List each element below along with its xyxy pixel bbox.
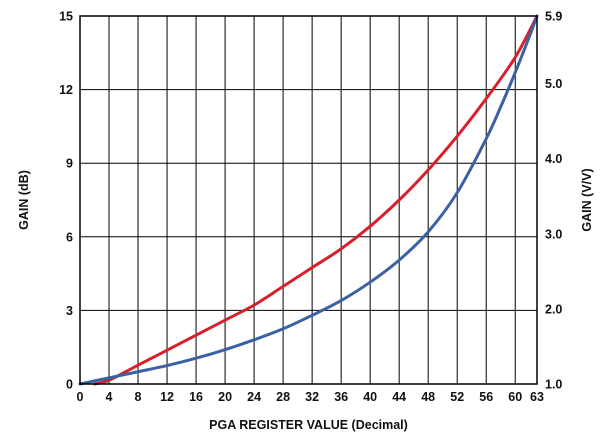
series-line-red bbox=[93, 14, 539, 386]
x-tick-label: 60 bbox=[508, 390, 522, 404]
y-right-tick-label: 2.0 bbox=[545, 302, 562, 316]
x-tick-label: 4 bbox=[106, 390, 113, 404]
y-left-tick-label: 6 bbox=[66, 230, 73, 244]
x-tick-label: 16 bbox=[189, 390, 203, 404]
x-tick-label: 0 bbox=[77, 390, 84, 404]
x-axis-title: PGA REGISTER VALUE (Decimal) bbox=[209, 418, 408, 432]
x-tick-label: 44 bbox=[392, 390, 406, 404]
series-lines bbox=[78, 14, 539, 386]
x-tick-label: 40 bbox=[363, 390, 377, 404]
y-left-tick-label: 3 bbox=[66, 304, 73, 318]
x-tick-label: 63 bbox=[530, 390, 544, 404]
plot-frame bbox=[79, 15, 538, 385]
y-right-tick-labels: 1.0 2.0 3.0 4.0 5.0 5.9 bbox=[545, 10, 562, 392]
y-left-tick-labels: 0 3 6 9 12 15 bbox=[59, 10, 73, 392]
grid-lines bbox=[79, 15, 538, 385]
x-tick-label: 48 bbox=[421, 390, 435, 404]
y-right-tick-label: 3.0 bbox=[545, 227, 562, 241]
x-tick-label: 24 bbox=[247, 390, 261, 404]
y-right-tick-label: 5.9 bbox=[545, 10, 562, 24]
x-tick-label: 28 bbox=[276, 390, 290, 404]
x-tick-label: 32 bbox=[305, 390, 319, 404]
x-tick-label: 20 bbox=[218, 390, 232, 404]
x-tick-labels: 0 4 8 12 16 20 24 28 32 36 40 44 48 52 56 60 63 bbox=[77, 390, 544, 404]
y-left-tick-label: 15 bbox=[59, 10, 73, 24]
x-tick-label: 8 bbox=[135, 390, 142, 404]
y-right-axis-title: GAIN (V/V) bbox=[580, 168, 594, 231]
x-tick-label: 36 bbox=[334, 390, 348, 404]
y-left-axis-title: GAIN (dB) bbox=[17, 170, 31, 230]
y-left-tick-label: 12 bbox=[59, 83, 73, 97]
y-left-tick-label: 9 bbox=[66, 157, 73, 171]
x-tick-label: 12 bbox=[160, 390, 174, 404]
y-right-tick-label: 1.0 bbox=[545, 378, 562, 392]
series-line-blue bbox=[78, 14, 539, 386]
y-right-tick-label: 5.0 bbox=[545, 77, 562, 91]
x-tick-label: 56 bbox=[479, 390, 493, 404]
x-tick-label: 52 bbox=[450, 390, 464, 404]
y-left-tick-label: 0 bbox=[66, 378, 73, 392]
y-right-tick-label: 4.0 bbox=[545, 152, 562, 166]
